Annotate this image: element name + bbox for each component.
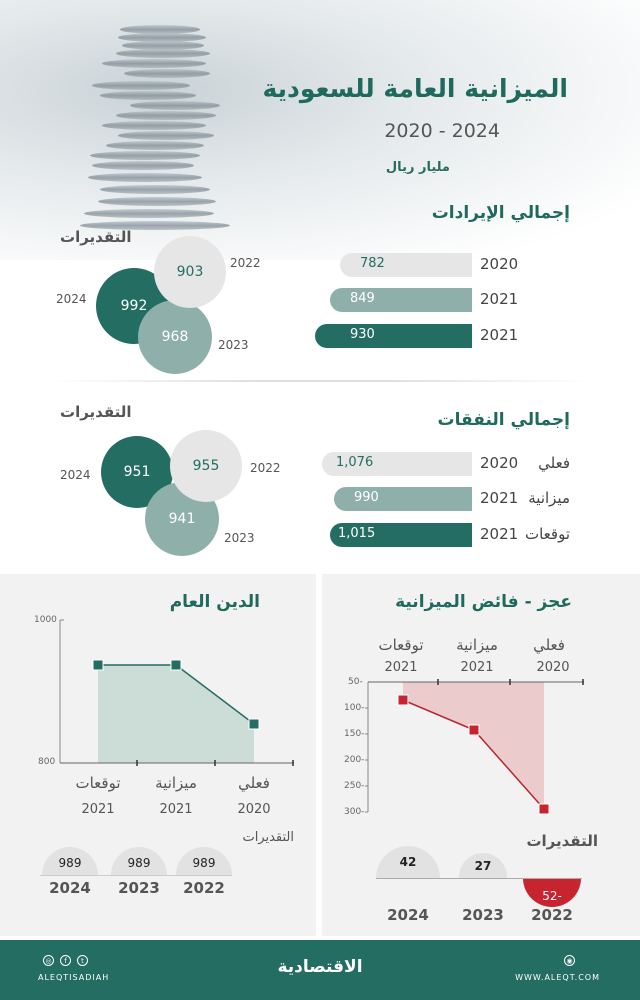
deficit-estimate-2023: 27 xyxy=(459,853,507,878)
revenue-bar-forecast-2021: 930 xyxy=(315,324,472,348)
debt-estimates-title: التقديرات xyxy=(242,830,294,845)
unit-label: مليار ريال xyxy=(385,160,450,175)
deficit-panel: عجز - فائض الميزانية فعلي 2020 ميزانية 2… xyxy=(322,574,640,936)
expenditure-estimate-2022: 955 xyxy=(170,430,242,502)
deficit-estimate-2022: 52- xyxy=(523,878,581,907)
revenue-bar-actual-2020: 782 xyxy=(340,253,472,277)
deficit-estimates-title: التقديرات xyxy=(526,832,598,850)
revenue-title: إجمالي الإيرادات xyxy=(431,203,570,223)
deficit-title: عجز - فائض الميزانية xyxy=(395,592,572,612)
social-handle[interactable]: ALEQTISADIAH xyxy=(38,973,110,982)
twitter-icon[interactable]: t xyxy=(77,955,88,966)
deficit-line-chart xyxy=(365,679,584,815)
page-title: الميزانية العامة للسعودية xyxy=(262,74,568,103)
expenditure-bar-forecast-2021: 1,015 xyxy=(330,523,472,547)
year-range: 2020 - 2024 xyxy=(384,120,500,142)
deficit-estimates-baseline xyxy=(376,878,582,879)
expenditure-bar-budget-2021: 990 xyxy=(334,487,472,511)
facebook-icon[interactable]: f xyxy=(60,955,71,966)
globe-icon: ◉ xyxy=(564,955,575,966)
expenditure-bar-actual-2020: 1,076 xyxy=(322,452,472,476)
brand-logo: الاقتصادية xyxy=(277,957,363,977)
revenue-estimates-title: التقديرات xyxy=(60,228,132,246)
debt-line-chart xyxy=(59,619,294,766)
coin-stack-image xyxy=(80,20,240,240)
debt-estimates-baseline xyxy=(40,875,232,876)
revenue-estimate-2022: 903 xyxy=(154,236,226,308)
debt-estimate-2022: 989 xyxy=(176,847,232,875)
revenue-bar-budget-2021: 849 xyxy=(330,288,472,312)
revenue-estimate-2023: 968 xyxy=(138,300,212,374)
debt-panel: الدين العام 1000 800 فعلي 2020 ميزانية 2… xyxy=(0,574,316,936)
expenditure-estimates-title: التقديرات xyxy=(60,403,132,421)
section-divider xyxy=(50,380,590,382)
debt-estimate-2024: 989 xyxy=(42,847,98,875)
expenditure-title: إجمالي النفقات xyxy=(437,410,570,430)
deficit-estimate-2024: 42 xyxy=(376,846,440,878)
website-link[interactable]: WWW.ALEQT.COM xyxy=(515,973,600,982)
debt-estimate-2023: 989 xyxy=(111,847,167,875)
footer: ◎ f t ALEQTISADIAH الاقتصادية ◉ WWW.ALEQ… xyxy=(0,940,640,1000)
instagram-icon[interactable]: ◎ xyxy=(43,955,54,966)
debt-title: الدين العام xyxy=(169,592,260,612)
